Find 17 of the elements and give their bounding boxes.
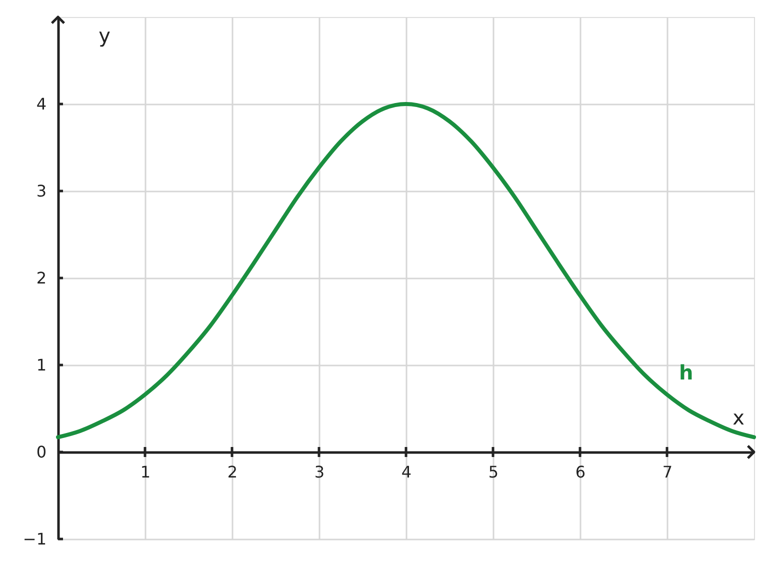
x-tick-label: 6 xyxy=(575,462,586,482)
y-tick-label: 0 xyxy=(36,442,46,462)
y-tick-label: 4 xyxy=(36,94,46,114)
x-tick-label: 4 xyxy=(401,462,412,482)
x-tick-label: 2 xyxy=(227,462,238,482)
y-tick-label: −1 xyxy=(22,530,46,548)
x-tick-label: 5 xyxy=(488,462,499,482)
series-label: h xyxy=(679,360,694,385)
x-tick-label: 7 xyxy=(662,462,673,482)
y-tick-label: 2 xyxy=(36,268,46,288)
x-tick-label: 3 xyxy=(314,462,325,482)
x-axis-title: x xyxy=(732,406,745,430)
y-axis-title: y xyxy=(98,24,111,48)
line-series xyxy=(56,102,756,440)
y-tick-label: 3 xyxy=(36,182,46,200)
x-tick-label: 1 xyxy=(140,462,151,482)
y-tick-label: 1 xyxy=(36,356,46,374)
